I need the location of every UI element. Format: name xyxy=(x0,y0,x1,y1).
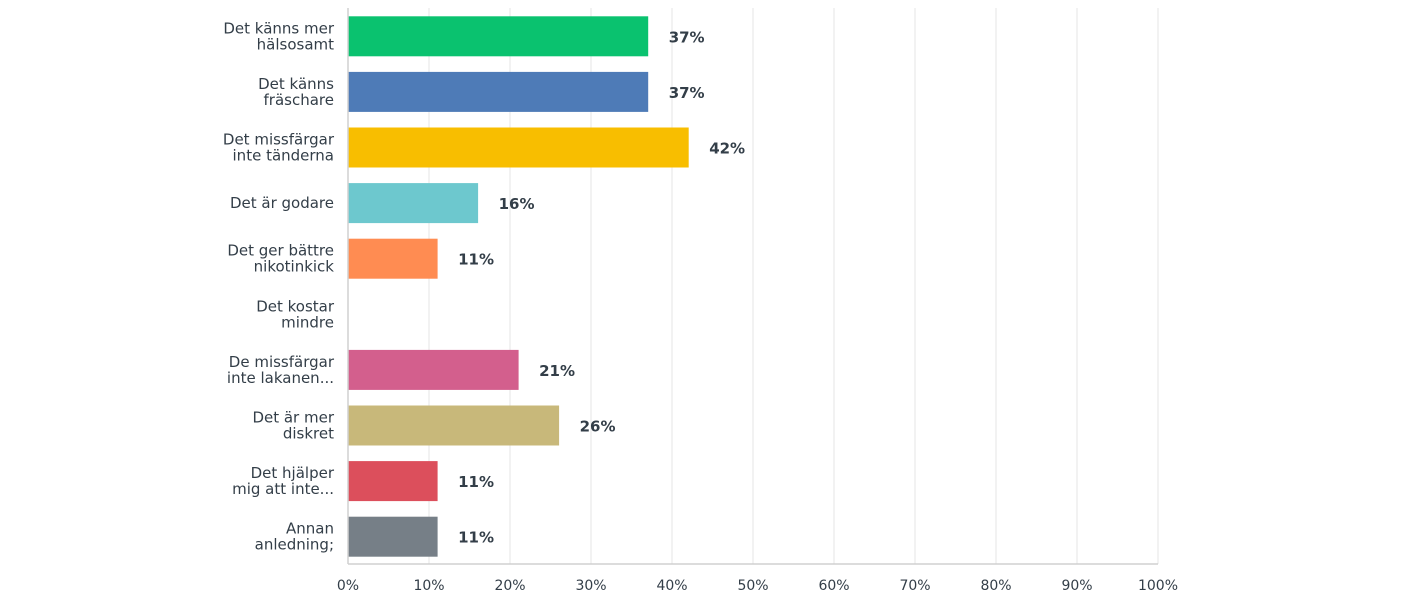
category-label: Det känns mer hälsosamt xyxy=(223,19,334,53)
x-tick-label: 10% xyxy=(413,578,444,594)
bar xyxy=(348,349,519,390)
category-label: Det är godare xyxy=(230,194,334,212)
x-tick-label: 40% xyxy=(656,578,687,594)
bar xyxy=(348,71,649,112)
x-tick-label: 100% xyxy=(1138,578,1178,594)
category-labels: Det känns mer hälsosamt Det känns fräschare… xyxy=(223,19,335,553)
bar xyxy=(348,238,438,279)
category-label: De missfärgar inte lakanen... xyxy=(227,353,335,387)
x-axis-ticks: 0% 10% 20% 30% 40% 50% 60% 70% 80% 90% 100% xyxy=(337,578,1178,594)
x-tick-label: 90% xyxy=(1061,578,1092,594)
data-label: 11% xyxy=(458,529,494,547)
x-tick-label: 80% xyxy=(980,578,1011,594)
data-label: 37% xyxy=(669,84,705,102)
bar xyxy=(348,516,438,557)
x-tick-label: 70% xyxy=(899,578,930,594)
bar xyxy=(348,127,689,168)
category-label: Det är mer diskret xyxy=(252,409,334,443)
category-label: Det missfärgar inte tänderna xyxy=(223,131,335,165)
bar xyxy=(348,183,479,224)
data-label: 11% xyxy=(458,251,494,269)
category-label: Det känns fräschare xyxy=(258,75,334,109)
category-label: Det hjälper mig att inte... xyxy=(232,464,335,498)
value-labels: 37% 37% 42% 16% 11% 21% 26% 11% 11% xyxy=(458,28,745,546)
data-label: 11% xyxy=(458,473,494,491)
data-label: 37% xyxy=(669,28,705,46)
bar xyxy=(348,405,560,446)
data-label: 26% xyxy=(580,418,616,436)
x-tick-label: 60% xyxy=(818,578,849,594)
bars xyxy=(348,16,689,557)
data-label: 21% xyxy=(539,362,575,380)
x-tick-label: 20% xyxy=(494,578,525,594)
bar xyxy=(348,461,438,502)
bar xyxy=(348,16,649,57)
x-tick-label: 0% xyxy=(337,578,359,594)
x-tick-label: 50% xyxy=(737,578,768,594)
data-label: 42% xyxy=(709,140,745,158)
category-label: Det ger bättre nikotinkick xyxy=(227,242,334,276)
data-label: 16% xyxy=(499,195,535,213)
category-label: Annan anledning; xyxy=(255,520,334,554)
x-tick-label: 30% xyxy=(575,578,606,594)
category-label: Det kostar mindre xyxy=(256,297,335,331)
